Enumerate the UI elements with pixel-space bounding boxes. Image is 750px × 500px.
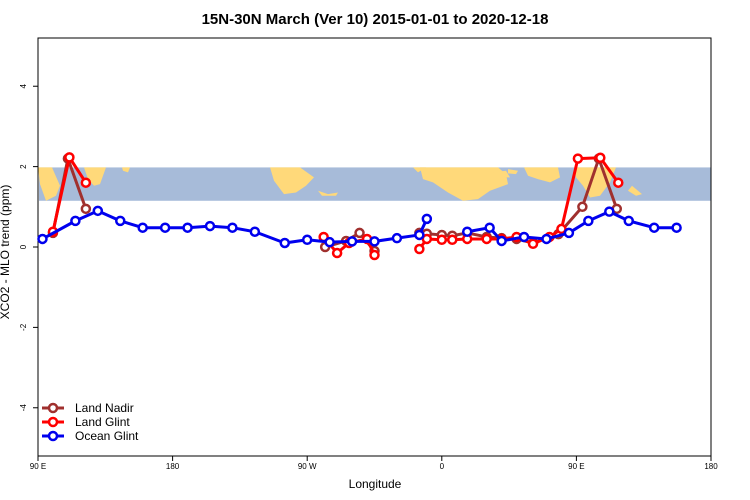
map-land-shape [420,167,508,201]
map-land-shape [84,167,106,186]
data-point-land-glint [527,238,539,250]
y-tick-label: 2 [19,164,28,169]
data-point-land-glint [369,249,380,261]
data-point-ocean-glint [541,233,552,245]
data-point-land-glint [556,223,567,235]
data-point-land-glint [64,152,75,163]
data-point-ocean-glint [115,215,126,227]
legend-marker-land-nadir [47,402,59,414]
data-point-ocean-glint [484,222,495,233]
y-tick-label: 4 [19,83,28,88]
data-point-ocean-glint [324,236,335,248]
data-point-ocean-glint [604,206,615,217]
data-point-land-glint [595,152,606,164]
data-point-ocean-glint [92,205,104,217]
legend-item-ocean-glint: Ocean Glint [42,429,139,443]
data-point-ocean-glint [583,215,594,227]
x-tick-label: 180 [704,462,718,471]
data-point-ocean-glint [518,231,530,243]
data-point-land-nadir [80,203,92,215]
series-layer [37,152,682,261]
data-point-land-glint [447,234,458,246]
data-point-ocean-glint [279,237,291,249]
legend-marker-land-glint [47,416,59,428]
data-point-ocean-glint [414,229,425,241]
x-axis-label: Longitude [349,477,402,491]
data-point-ocean-glint [563,227,575,239]
x-tick-label: 0 [440,462,445,471]
data-point-land-glint [572,153,584,164]
data-point-ocean-glint [204,220,216,232]
y-tick-label: -4 [19,404,28,412]
data-point-land-glint [436,234,448,246]
map-land-shape [38,167,60,201]
data-point-ocean-glint [37,233,48,245]
x-tick-label: 90 E [30,462,46,471]
data-point-land-glint [80,177,92,188]
x-tick-label: 180 [166,462,180,471]
data-point-ocean-glint [70,215,81,227]
data-point-ocean-glint [421,213,433,225]
data-point-ocean-glint [623,215,634,227]
legend-item-land-nadir: Land Nadir [42,401,134,415]
data-point-ocean-glint [249,226,261,237]
y-tick-label: 0 [19,244,28,249]
x-tick-label: 90 E [568,462,584,471]
chart-title: 15N-30N March (Ver 10) 2015-01-01 to 202… [202,11,549,28]
data-point-ocean-glint [671,222,682,233]
map-land-shape [318,190,338,196]
x-tick-label: 90 W [298,462,317,471]
legend-label-land-glint: Land Glint [75,415,130,429]
map-land-shape [524,167,560,183]
map-land-shape [270,167,314,195]
x-axis: 90 E 180 90 W 0 90 E 180 [30,456,718,471]
data-point-ocean-glint [301,234,313,246]
data-point-land-glint [613,177,624,188]
data-point-ocean-glint [159,222,171,233]
legend-label-ocean-glint: Ocean Glint [75,429,139,443]
data-point-land-glint [421,233,433,245]
data-point-ocean-glint [648,222,660,233]
data-point-ocean-glint [346,236,358,247]
data-point-ocean-glint [496,235,507,247]
legend-marker-ocean-glint [47,430,59,442]
data-point-ocean-glint [137,222,148,233]
map-land-shape [122,167,130,173]
data-point-land-glint [331,247,343,259]
y-axis-label: XCO2 - MLO trend (ppm) [0,185,12,320]
y-tick-label: -2 [19,323,28,331]
data-point-ocean-glint [391,232,403,244]
data-point-ocean-glint [182,222,193,233]
data-point-land-nadir [354,227,365,239]
data-point-ocean-glint [227,222,238,233]
map-land-shape [493,170,510,178]
data-point-ocean-glint [461,226,473,237]
legend-item-land-glint: Land Glint [42,415,130,429]
data-point-ocean-glint [369,236,380,247]
data-point-land-nadir [577,201,588,213]
map-land-shape [508,169,518,175]
legend-label-land-nadir: Land Nadir [75,401,134,415]
data-point-land-glint [414,243,425,255]
series-ocean-glint [37,205,682,249]
map-land-shape [628,185,642,196]
y-axis: -4 -2 0 2 4 [19,83,38,411]
data-point-land-glint [481,233,492,245]
legend: Land Nadir Land Glint Ocean Glint [42,401,139,443]
